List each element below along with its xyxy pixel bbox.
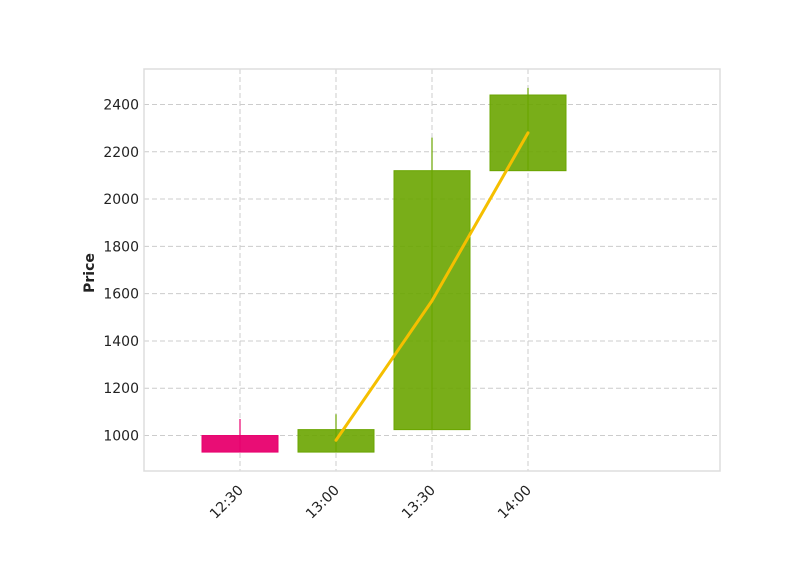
plot-frame	[143, 68, 721, 472]
moving-average-line	[334, 131, 530, 442]
y-tick-label: 1800	[103, 239, 139, 255]
y-tick-label: 1400	[103, 334, 139, 350]
y-tick-label: 1200	[103, 381, 139, 397]
y-tick-label: 2400	[103, 97, 139, 113]
line-series	[334, 131, 530, 442]
x-axis: 12:30 13:00 13:30 14:00	[207, 483, 535, 523]
x-tick-label: 13:00	[303, 483, 343, 523]
y-tick-label: 1600	[103, 287, 139, 303]
y-tick-label: 2000	[103, 192, 139, 208]
candle-body	[201, 435, 279, 453]
y-axis: 1000 1200 1400 1600 1800 2000 2200 2400	[103, 97, 139, 444]
y-axis-label: Price	[82, 253, 98, 293]
y-tick-label: 2200	[103, 145, 139, 161]
x-tick-label: 13:30	[399, 483, 439, 523]
y-tick-label: 1000	[103, 429, 139, 445]
x-tick-label: 14:00	[495, 483, 535, 523]
x-tick-label: 12:30	[207, 483, 247, 523]
